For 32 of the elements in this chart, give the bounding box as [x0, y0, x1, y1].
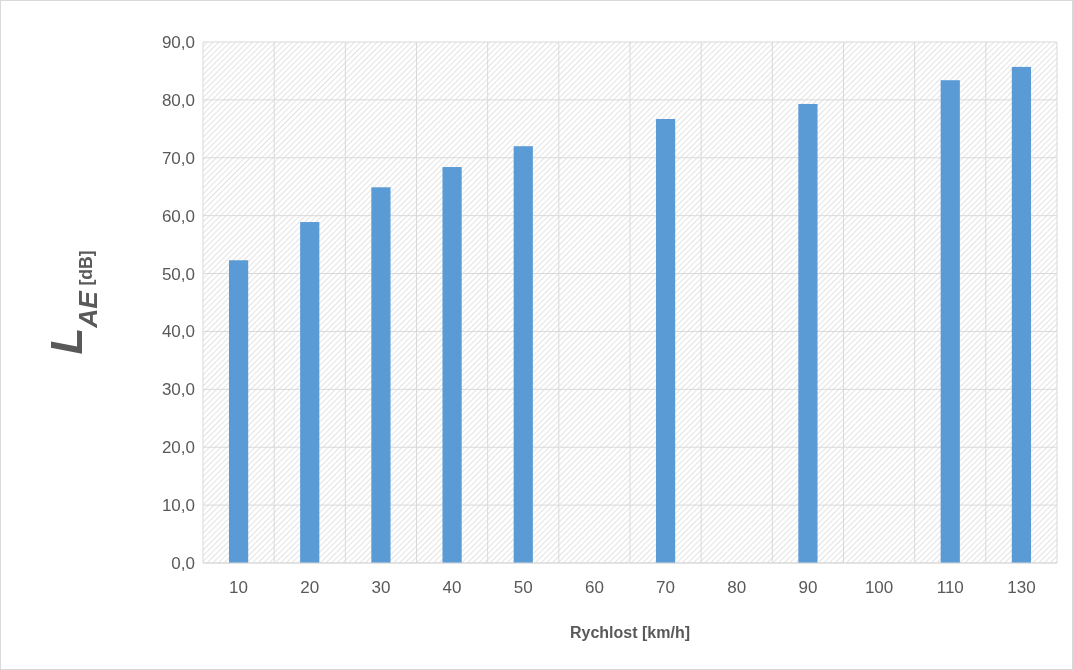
bar — [940, 80, 960, 563]
x-tick-label: 20 — [300, 578, 320, 597]
bar — [1011, 66, 1032, 563]
bar — [228, 260, 249, 563]
bar — [655, 118, 676, 563]
y-tick-label: 80,0 — [161, 90, 195, 110]
x-tick-label: 80 — [727, 578, 747, 597]
x-tick-label: 40 — [442, 578, 462, 597]
bar — [798, 103, 818, 563]
y-tick-label: 0,0 — [171, 553, 195, 573]
bar — [513, 146, 533, 563]
x-tick-label: 130 — [1007, 578, 1036, 597]
y-tick-label: 90,0 — [161, 32, 195, 52]
y-tick-label: 60,0 — [161, 206, 195, 226]
y-tick-label: 70,0 — [161, 148, 195, 168]
y-tick-label: 10,0 — [161, 496, 195, 516]
bar — [371, 187, 391, 563]
x-axis-title: Rychlost [km/h] — [569, 624, 691, 641]
bar — [300, 222, 320, 563]
x-tick-label: 30 — [371, 578, 391, 597]
x-tick-label: 60 — [584, 578, 604, 597]
x-tick-label: 90 — [798, 578, 818, 597]
y-tick-label: 40,0 — [161, 322, 195, 342]
x-tick-label: 50 — [513, 578, 533, 597]
y-tick-label: 20,0 — [161, 438, 195, 458]
bar — [442, 167, 462, 563]
x-tick-label: 10 — [229, 578, 249, 597]
y-tick-label: 30,0 — [161, 380, 195, 400]
x-tick-label: 100 — [864, 578, 894, 597]
x-tick-label: 70 — [656, 578, 676, 597]
y-tick-label: 50,0 — [161, 264, 195, 284]
x-tick-label: 110 — [936, 578, 964, 597]
